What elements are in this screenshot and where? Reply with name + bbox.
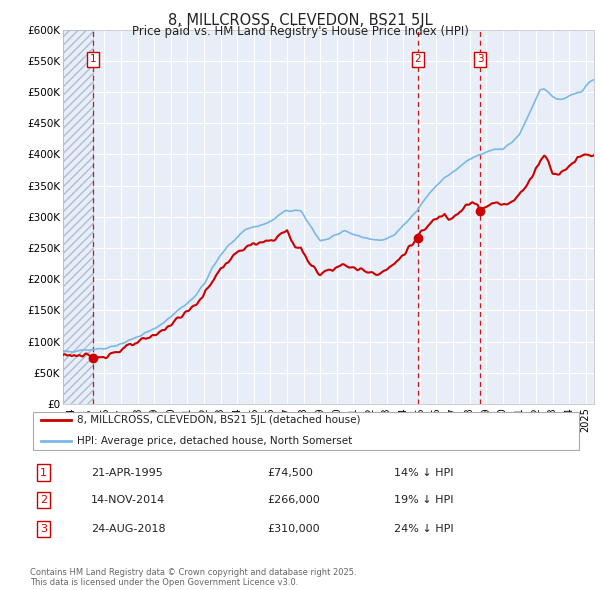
Text: 8, MILLCROSS, CLEVEDON, BS21 5JL: 8, MILLCROSS, CLEVEDON, BS21 5JL	[167, 13, 433, 28]
Text: 8, MILLCROSS, CLEVEDON, BS21 5JL (detached house): 8, MILLCROSS, CLEVEDON, BS21 5JL (detach…	[77, 415, 361, 425]
Text: 21-APR-1995: 21-APR-1995	[91, 468, 163, 477]
Text: 1: 1	[89, 54, 96, 64]
Text: 3: 3	[40, 525, 47, 535]
Text: 2: 2	[415, 54, 421, 64]
Text: 14% ↓ HPI: 14% ↓ HPI	[394, 468, 454, 477]
Text: Price paid vs. HM Land Registry's House Price Index (HPI): Price paid vs. HM Land Registry's House …	[131, 25, 469, 38]
FancyBboxPatch shape	[33, 412, 579, 450]
Text: 3: 3	[477, 54, 484, 64]
Text: 19% ↓ HPI: 19% ↓ HPI	[394, 495, 454, 505]
Text: £310,000: £310,000	[268, 525, 320, 535]
Text: £74,500: £74,500	[268, 468, 313, 477]
Text: 24-AUG-2018: 24-AUG-2018	[91, 525, 166, 535]
Text: Contains HM Land Registry data © Crown copyright and database right 2025.
This d: Contains HM Land Registry data © Crown c…	[30, 568, 356, 587]
Text: 1: 1	[40, 468, 47, 477]
Bar	[63, 30, 93, 404]
Text: 24% ↓ HPI: 24% ↓ HPI	[394, 525, 454, 535]
Text: 14-NOV-2014: 14-NOV-2014	[91, 495, 165, 505]
Text: £266,000: £266,000	[268, 495, 320, 505]
Text: 2: 2	[40, 495, 47, 505]
Text: HPI: Average price, detached house, North Somerset: HPI: Average price, detached house, Nort…	[77, 436, 352, 446]
